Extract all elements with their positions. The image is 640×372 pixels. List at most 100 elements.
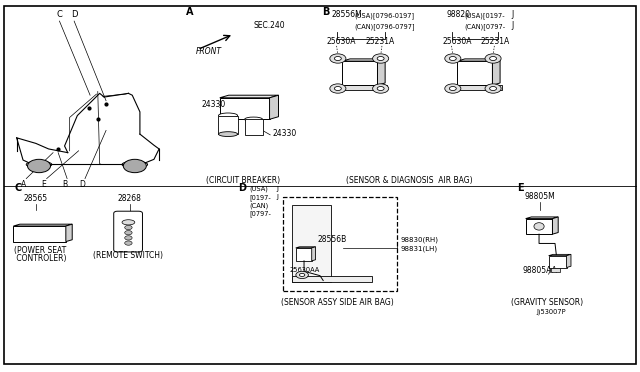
Polygon shape bbox=[552, 217, 558, 234]
Text: (POWER SEAT: (POWER SEAT bbox=[14, 246, 67, 255]
Circle shape bbox=[449, 57, 456, 61]
Polygon shape bbox=[296, 247, 316, 248]
Text: 28556M: 28556M bbox=[332, 10, 362, 19]
Circle shape bbox=[28, 159, 51, 173]
Text: B: B bbox=[322, 7, 330, 17]
Circle shape bbox=[330, 54, 346, 63]
Polygon shape bbox=[66, 224, 72, 241]
Text: 98805AA: 98805AA bbox=[523, 266, 557, 275]
Ellipse shape bbox=[122, 220, 135, 225]
Polygon shape bbox=[342, 61, 378, 85]
Circle shape bbox=[372, 54, 388, 63]
Circle shape bbox=[335, 57, 341, 61]
Text: C: C bbox=[56, 10, 62, 19]
Text: 98820: 98820 bbox=[447, 10, 470, 19]
Ellipse shape bbox=[244, 117, 262, 122]
Polygon shape bbox=[548, 254, 571, 256]
Circle shape bbox=[125, 225, 132, 230]
Text: 28556B: 28556B bbox=[317, 235, 347, 244]
Text: 98805M: 98805M bbox=[525, 192, 556, 201]
Circle shape bbox=[372, 84, 388, 93]
Bar bbox=[551, 267, 560, 272]
Circle shape bbox=[125, 231, 132, 235]
Text: J: J bbox=[511, 10, 514, 19]
Bar bbox=[29, 235, 35, 240]
Polygon shape bbox=[525, 217, 558, 219]
Circle shape bbox=[485, 54, 501, 63]
Text: (REMOTE SWITCH): (REMOTE SWITCH) bbox=[93, 250, 163, 260]
Ellipse shape bbox=[218, 132, 237, 137]
Polygon shape bbox=[296, 248, 312, 261]
Ellipse shape bbox=[218, 113, 237, 118]
Bar bbox=[15, 229, 28, 240]
Text: D: D bbox=[71, 10, 77, 19]
Bar bbox=[448, 85, 502, 90]
Text: (CAN)[0797-: (CAN)[0797- bbox=[465, 23, 506, 30]
Ellipse shape bbox=[534, 223, 544, 230]
Text: (GRAVITY SENSOR): (GRAVITY SENSOR) bbox=[511, 298, 583, 307]
Circle shape bbox=[490, 57, 497, 61]
Bar bbox=[333, 85, 387, 90]
Polygon shape bbox=[458, 61, 492, 85]
Polygon shape bbox=[13, 226, 66, 241]
Text: E: E bbox=[516, 183, 524, 193]
Text: 25231A: 25231A bbox=[481, 38, 510, 46]
Text: D: D bbox=[79, 180, 85, 189]
Bar bbox=[283, 197, 397, 291]
Text: 25231A: 25231A bbox=[366, 38, 396, 46]
Bar bbox=[218, 116, 237, 134]
Text: SEC.240: SEC.240 bbox=[253, 22, 285, 31]
Text: J: J bbox=[276, 186, 278, 192]
Circle shape bbox=[125, 241, 132, 245]
Bar bbox=[244, 119, 262, 135]
Circle shape bbox=[445, 84, 461, 93]
Text: (SENSOR & DIAGNOSIS  AIR BAG): (SENSOR & DIAGNOSIS AIR BAG) bbox=[346, 176, 473, 185]
Text: 98830(RH): 98830(RH) bbox=[401, 237, 438, 243]
Text: (USA): (USA) bbox=[250, 186, 269, 192]
Text: D: D bbox=[238, 183, 246, 193]
Text: A: A bbox=[186, 7, 193, 17]
Text: (USA)[0796-0197]: (USA)[0796-0197] bbox=[355, 12, 415, 19]
Polygon shape bbox=[312, 247, 316, 261]
Text: 98831(LH): 98831(LH) bbox=[401, 246, 438, 252]
Polygon shape bbox=[220, 95, 278, 98]
Circle shape bbox=[449, 87, 456, 90]
Text: C: C bbox=[15, 183, 22, 193]
Polygon shape bbox=[342, 59, 385, 61]
Circle shape bbox=[485, 84, 501, 93]
Polygon shape bbox=[269, 95, 278, 119]
Text: 24330: 24330 bbox=[273, 129, 297, 138]
Text: E: E bbox=[42, 180, 47, 189]
Polygon shape bbox=[378, 59, 385, 85]
Polygon shape bbox=[13, 224, 72, 226]
Text: [0197-: [0197- bbox=[250, 194, 271, 201]
Bar bbox=[229, 101, 248, 116]
Text: J: J bbox=[511, 21, 514, 30]
Bar bbox=[292, 276, 372, 282]
Circle shape bbox=[377, 87, 384, 90]
Circle shape bbox=[377, 57, 384, 61]
Circle shape bbox=[445, 54, 461, 63]
Text: 25630A: 25630A bbox=[326, 38, 356, 46]
Circle shape bbox=[335, 87, 341, 90]
Polygon shape bbox=[220, 98, 269, 119]
Circle shape bbox=[300, 273, 305, 276]
Polygon shape bbox=[492, 59, 500, 85]
Polygon shape bbox=[458, 59, 500, 61]
Text: CONTROLER): CONTROLER) bbox=[14, 254, 67, 263]
Text: A: A bbox=[21, 180, 26, 189]
Text: (CAN)[0796-0797]: (CAN)[0796-0797] bbox=[355, 23, 415, 30]
Circle shape bbox=[296, 271, 308, 279]
Text: FRONT: FRONT bbox=[196, 48, 222, 57]
Bar bbox=[37, 232, 44, 240]
FancyBboxPatch shape bbox=[114, 211, 143, 252]
Polygon shape bbox=[566, 254, 571, 267]
Circle shape bbox=[330, 84, 346, 93]
Circle shape bbox=[125, 236, 132, 240]
Text: (USA)[0197-: (USA)[0197- bbox=[465, 12, 505, 19]
Text: 24330: 24330 bbox=[202, 100, 226, 109]
Text: J)53007P: J)53007P bbox=[536, 309, 566, 315]
Bar bbox=[292, 205, 332, 282]
Text: J: J bbox=[276, 194, 278, 200]
Text: (CIRCUIT BREAKER): (CIRCUIT BREAKER) bbox=[206, 176, 280, 185]
